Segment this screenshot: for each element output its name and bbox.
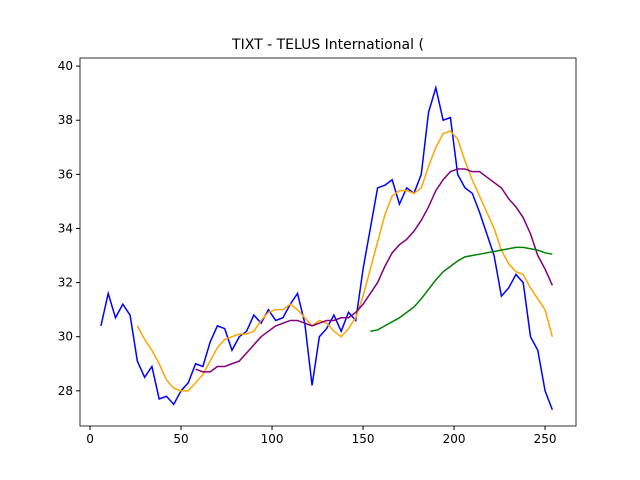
series-line [195,168,554,373]
series-line [100,84,554,411]
x-tick-label: 100 [261,432,284,446]
x-tick-label: 200 [443,432,466,446]
y-tick-label: 32 [58,276,73,290]
y-tick-label: 34 [58,221,73,235]
y-tick-label: 38 [58,113,73,127]
x-tick-label: 0 [86,432,94,446]
y-tick-label: 40 [58,59,73,73]
x-tick-label: 150 [352,432,375,446]
series-line [136,130,554,392]
series-line [370,246,553,333]
chart-title: TIXT - TELUS International ( [231,37,424,53]
y-tick-label: 30 [58,330,73,344]
y-tick-label: 28 [58,384,73,398]
y-tick-label: 36 [58,167,73,181]
x-tick-label: 50 [173,432,188,446]
plot-frame [79,57,577,427]
x-tick-label: 250 [534,432,557,446]
